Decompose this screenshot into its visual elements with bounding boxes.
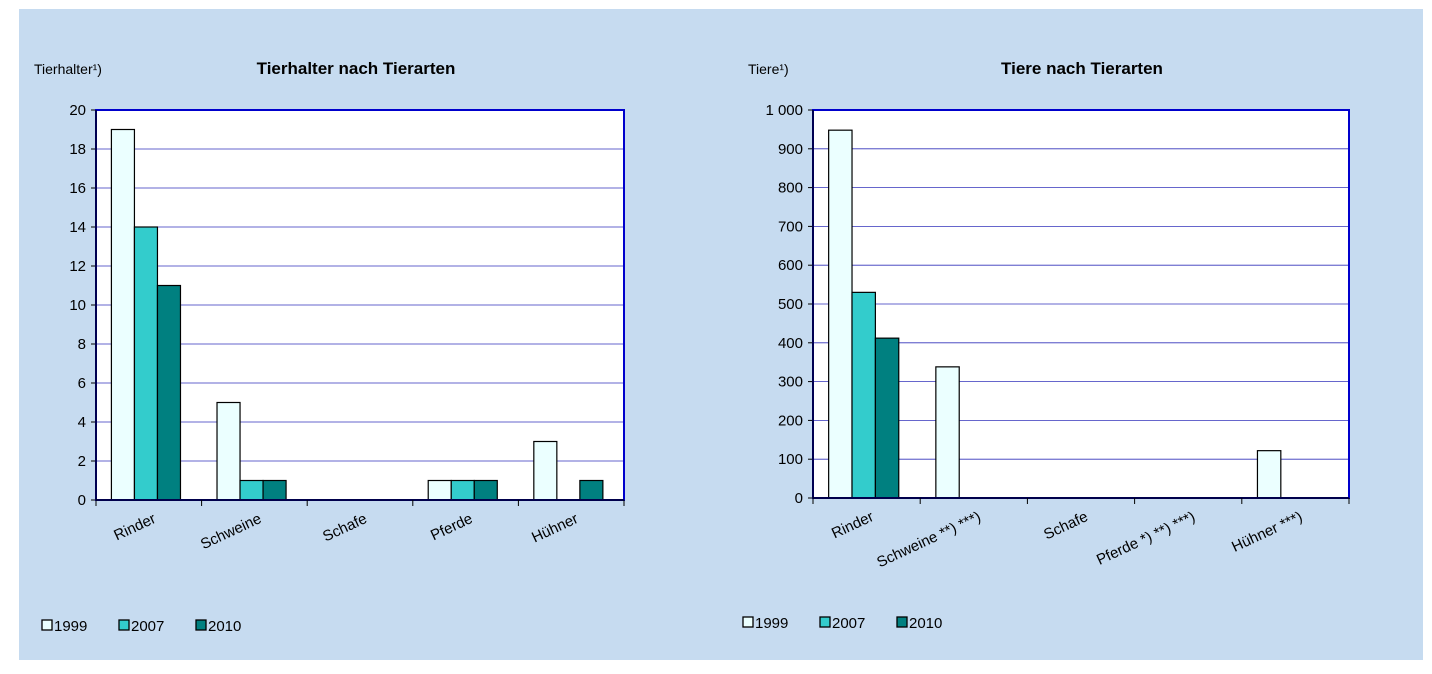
chart-title: Tiere nach Tierarten [1001,59,1163,78]
legend-label: 2007 [131,618,164,635]
y-tick-label: 400 [778,335,803,352]
category-label: Pferde [428,510,475,544]
bar-2010-3 [473,479,498,501]
y-tick-label: 16 [69,180,86,197]
category-label: Rinder [829,508,876,542]
y-tick-label: 100 [778,451,803,468]
chart-2: Tiere nach Tierarten Tiere¹) 0 100 200 300 400… [742,59,1350,632]
category-label: Schweine [198,510,264,553]
bar-2007-1 [239,479,264,501]
bar-1999-1 [216,401,241,501]
y-tick-label: 200 [778,412,803,429]
bar-1999-4 [533,440,558,501]
y-tick-label: 2 [78,453,86,470]
y-tick-label: 500 [778,296,803,313]
legend-label: 1999 [54,618,87,635]
bar-2007-3 [450,479,475,501]
y-tick-label: 4 [78,414,86,431]
category-label: Rinder [111,510,158,544]
chart-1: Tierhalter nach Tierarten Tierhalter¹) 0 2 4… [34,59,625,635]
bar-1999-1 [935,366,960,499]
legend-swatch-2010 [195,619,207,631]
y-tick-label: 600 [778,257,803,274]
category-label: Pferde *) **) ***) [1094,508,1198,569]
y-tick-label: 18 [69,141,86,158]
y-tick-label: 20 [69,102,86,119]
y-tick-label: 1 000 [765,102,803,119]
legend-label: 2010 [909,615,942,632]
legend-label: 2007 [832,615,865,632]
category-label: Hühner ***) [1229,508,1305,555]
bar-2007-0 [851,291,876,499]
bar-2010-0 [874,337,900,499]
y-tick-label: 0 [78,492,86,509]
bar-1999-0 [828,129,853,499]
y-tick-label: 700 [778,218,803,235]
category-label: Schweine **) ***) [874,508,983,571]
legend-swatch-2007 [118,619,130,631]
y-tick-label: 6 [78,375,86,392]
chart-title: Tierhalter nach Tierarten [257,59,456,78]
legend-label: 1999 [755,615,788,632]
y-unit-label: Tierhalter¹) [34,61,102,77]
legend-label: 2010 [208,618,241,635]
y-tick-label: 10 [69,297,86,314]
y-tick-label: 8 [78,336,86,353]
bar-1999-0 [110,128,136,501]
y-tick-label: 12 [69,258,86,275]
y-tick-label: 900 [778,141,803,158]
legend-swatch-2007 [819,616,831,628]
legend-swatch-1999 [41,619,53,631]
legend-swatch-1999 [742,616,754,628]
bar-1999-3 [427,479,452,501]
bar-1999-4 [1256,450,1282,499]
bar-2007-0 [133,226,159,501]
category-label: Schafe [320,510,370,545]
y-tick-label: 800 [778,180,803,197]
y-tick-label: 300 [778,374,803,391]
category-label: Hühner [529,510,581,546]
bar-2010-4 [579,479,604,501]
y-unit-label: Tiere¹) [748,61,789,77]
y-tick-label: 14 [69,219,86,236]
bar-2010-0 [156,284,182,501]
legend-swatch-2010 [896,616,908,628]
y-tick-label: 0 [795,490,803,507]
bar-2010-1 [262,479,287,501]
category-label: Schafe [1041,508,1091,543]
